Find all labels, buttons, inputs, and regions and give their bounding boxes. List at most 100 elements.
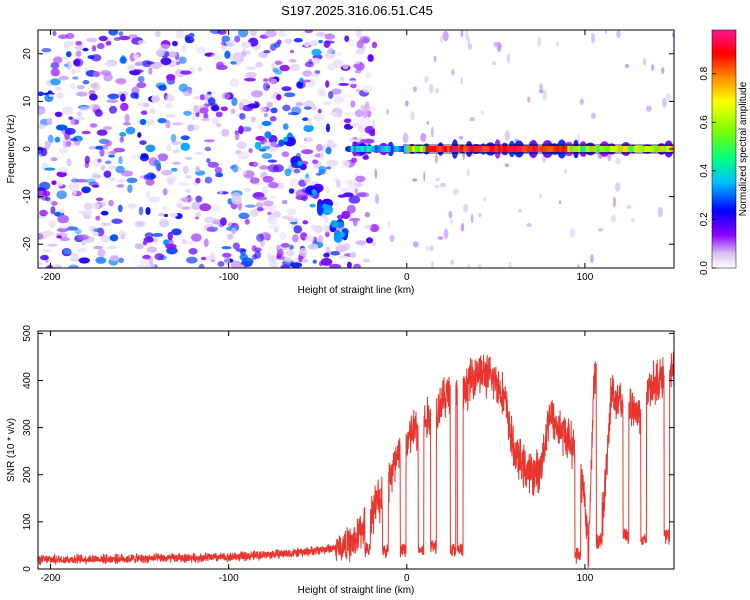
spectrogram-cell <box>311 48 322 57</box>
spectrogram-cell <box>76 111 83 117</box>
spectrogram-cell <box>295 81 306 89</box>
spectrogram-cell <box>612 196 617 208</box>
spectrogram-cell <box>234 35 241 43</box>
spectrogram-cell <box>108 199 114 207</box>
x-tick-label: 100 <box>577 272 594 283</box>
spectrogram-cell <box>460 222 465 232</box>
snr-y-label: SNR (10 * v/v) <box>6 418 17 482</box>
spectrogram-cell <box>256 207 264 212</box>
spectrogram-cell <box>326 159 339 167</box>
spectrogram-cell <box>377 146 381 152</box>
spectrogram-cell <box>317 235 324 244</box>
spectrogram-cell <box>282 123 289 130</box>
spectrogram-cell <box>614 182 621 192</box>
spectrogram-cell <box>343 118 352 123</box>
spectrogram-cell <box>134 243 144 250</box>
spectrogram-cell <box>123 122 131 126</box>
spectrogram-cell <box>145 207 151 215</box>
spectrogram-cell <box>340 232 346 238</box>
spectrogram-cell <box>235 248 247 253</box>
spectrogram-cell <box>492 61 497 66</box>
spectrogram-cell <box>492 146 496 152</box>
spectrogram-cell <box>145 178 155 186</box>
spectrogram-cell <box>410 111 415 121</box>
spectrogram-cell <box>335 179 341 189</box>
spectrogram-cell <box>661 67 665 74</box>
spectrogram-cell <box>575 146 579 152</box>
spectrogram-cell <box>542 89 547 101</box>
spectrogram-cell <box>159 219 170 228</box>
spectrogram-cell <box>354 69 362 74</box>
spectrogram-cell <box>569 146 573 152</box>
spectrogram-cell <box>241 257 254 266</box>
spectrogram-cell <box>50 62 60 69</box>
spectrogram-cell <box>238 151 249 160</box>
spectrogram-cell <box>93 245 102 250</box>
spectrogram-cell <box>437 236 444 240</box>
spectrogram-cell <box>263 82 270 91</box>
spectrogram-cell <box>396 146 400 152</box>
spectrogram-cell <box>47 243 58 247</box>
spectrogram-cell <box>579 98 584 105</box>
spectrogram-cell <box>666 146 670 152</box>
spectrogram-cell <box>318 165 327 174</box>
spectrogram-cell <box>466 263 471 268</box>
spectrogram-cell <box>312 57 321 64</box>
spectrogram-cell <box>95 256 107 264</box>
spectrogram-cell <box>51 180 57 185</box>
spectrogram-cell <box>331 88 342 95</box>
y-tick-label: 100 <box>22 513 33 530</box>
spectrogram-cell <box>158 154 168 162</box>
spectrogram-cell <box>258 200 265 204</box>
spectrogram-cell <box>39 209 48 217</box>
spectrogram-cell <box>590 32 595 44</box>
spectrogram-cell <box>152 232 164 237</box>
spectrogram-cell <box>293 225 303 234</box>
spectrogram-cell <box>136 82 147 89</box>
spectrogram-cell <box>163 213 169 218</box>
spectrogram-cell <box>50 157 58 162</box>
spectrogram-cell <box>425 146 429 152</box>
spectrogram-cell <box>148 256 154 265</box>
spectrogram-cell <box>185 188 191 193</box>
spectrogram-cell <box>489 146 493 152</box>
spectrogram-cell <box>157 117 167 124</box>
spectrogram-cell <box>42 190 51 197</box>
spectrogram-cell <box>299 144 307 149</box>
spectrogram-cell <box>327 48 334 54</box>
spectrogram-cell <box>263 50 271 54</box>
spectrogram-cell <box>136 264 149 268</box>
spectrogram-cell <box>590 254 594 264</box>
spectrogram-cell <box>201 117 211 122</box>
spectrogram-cell <box>259 165 270 170</box>
spectrogram-cell <box>245 71 257 78</box>
spectrogram-cell <box>118 230 127 239</box>
spectrogram-cell <box>380 146 384 152</box>
spectrogram-cell <box>180 135 190 141</box>
y-tick-label: 500 <box>22 325 33 342</box>
spectrogram-cell <box>484 146 488 152</box>
spectrogram-cell <box>577 264 580 268</box>
spectrogram-cell <box>244 218 250 225</box>
spectrogram-cell <box>148 67 153 75</box>
spectrogram-cell <box>511 146 515 152</box>
spectrogram-cell <box>446 146 451 152</box>
spectrogram-cell <box>564 146 568 152</box>
spectrogram-cell <box>281 86 292 92</box>
spectrogram-cell <box>45 196 51 202</box>
snr-y-ticks: 0 100 200 300 400 500 <box>22 325 674 572</box>
spectrogram-cell <box>276 249 284 257</box>
spectrogram-cell <box>390 146 394 152</box>
spectrogram-cell <box>365 237 374 244</box>
spectrogram-cell <box>57 214 69 224</box>
spectrogram-cell <box>134 220 145 228</box>
spectrogram-cell <box>452 188 459 196</box>
spectrogram-cell <box>230 60 237 65</box>
spectrogram-cell <box>628 146 632 152</box>
spectrogram-cell <box>364 146 368 152</box>
spectrogram-cell <box>615 157 621 165</box>
spectrogram-cell <box>86 37 98 43</box>
spectrogram-cell <box>471 213 474 224</box>
spectrogram-cell <box>338 82 350 86</box>
spectrogram-cell <box>75 50 82 57</box>
